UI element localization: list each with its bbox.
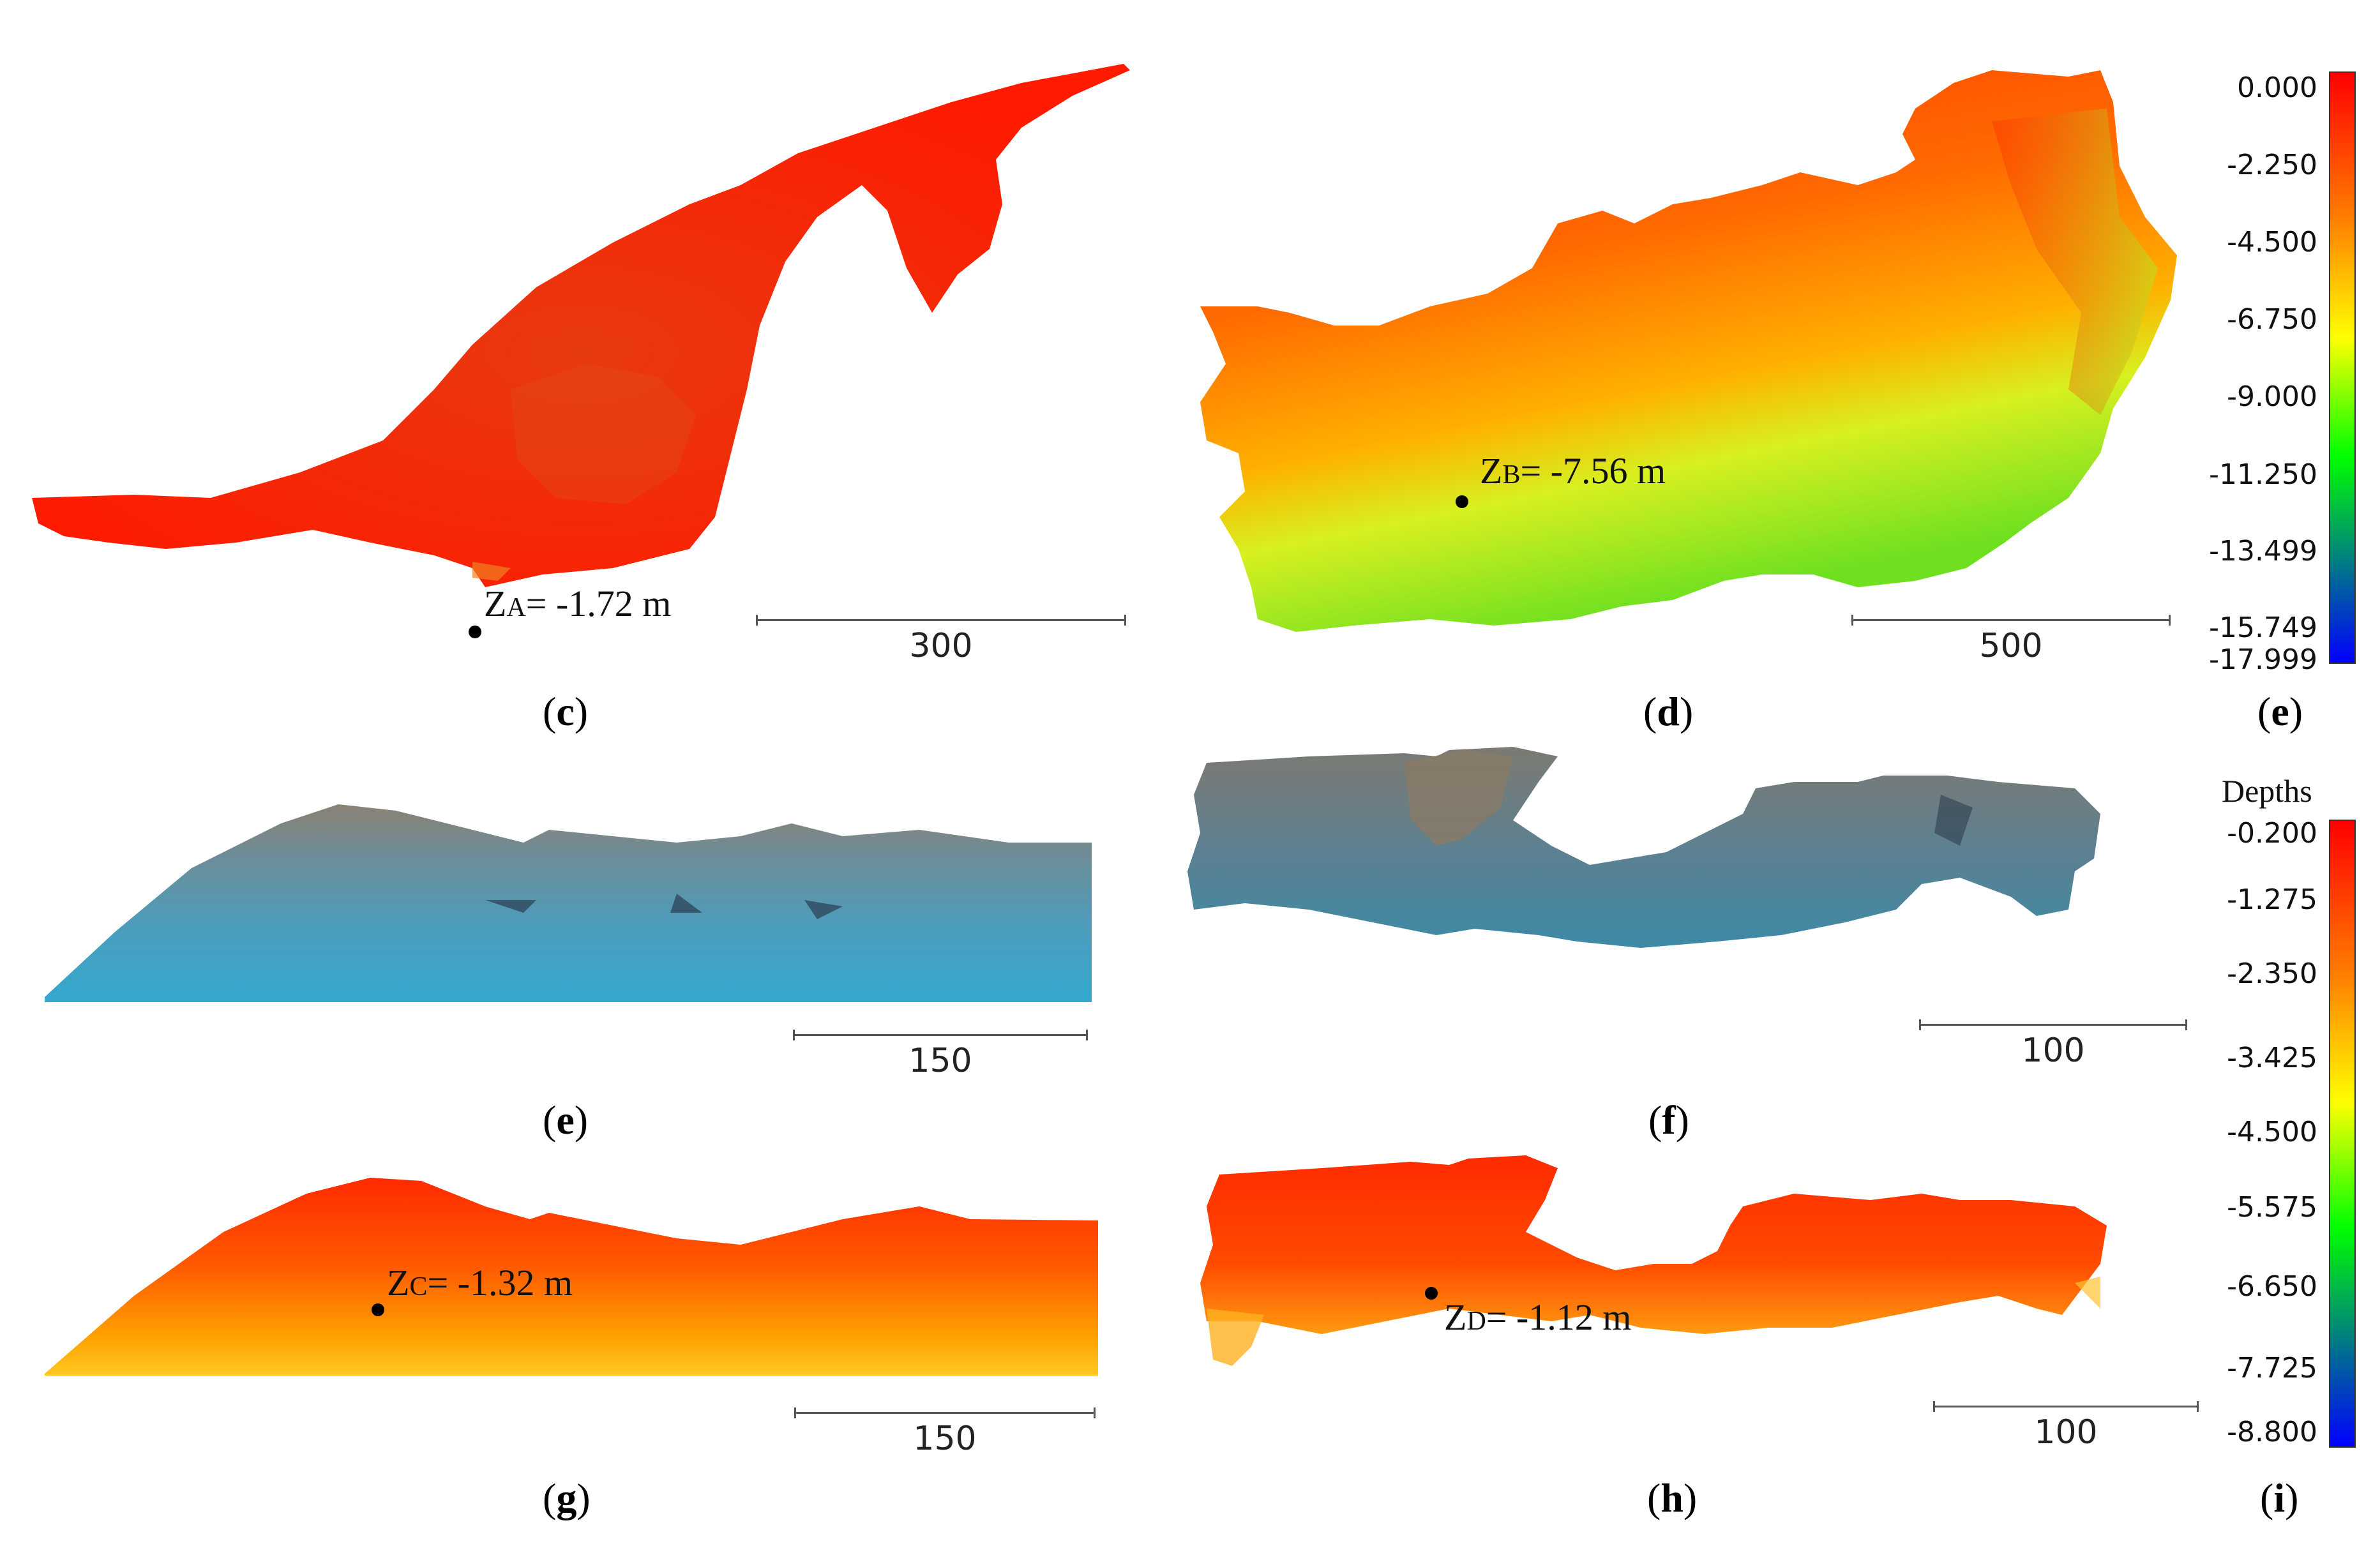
map-panel-c xyxy=(26,57,1149,670)
colorbar-bottom xyxy=(2329,820,2356,1448)
caption-e: (e) xyxy=(543,1097,589,1143)
depth-label-b: ZB= -7.56 m xyxy=(1480,450,1666,492)
colorbar-bottom-tick: -0.200 xyxy=(2227,817,2317,850)
map-panel-f xyxy=(1181,744,2203,973)
scale-bar-e: 150 xyxy=(793,1030,1088,1080)
point-cloud-f xyxy=(1187,747,2100,948)
colorbar-top-tick: 0.000 xyxy=(2237,71,2317,104)
map-panel-e xyxy=(38,792,1098,1009)
colorbar-bottom-tick: -2.350 xyxy=(2227,957,2317,990)
colorbar-top xyxy=(2329,71,2356,664)
colorbar-top-ticks: 0.000 -2.250 -4.500 -6.750 -9.000 -11.25… xyxy=(2158,0,2317,702)
point-marker-c xyxy=(372,1303,384,1316)
colorbar-bottom-tick: -8.800 xyxy=(2227,1416,2317,1448)
colorbar-bottom-tick: -5.575 xyxy=(2227,1191,2317,1224)
scale-bar-f: 100 xyxy=(1919,1019,2187,1070)
caption-c: (c) xyxy=(543,689,589,734)
colorbar-bottom-ticks: -0.200 -1.275 -2.350 -3.425 -4.500 -5.57… xyxy=(2158,0,2317,1468)
colorbar-bottom-tick: -6.650 xyxy=(2227,1270,2317,1303)
map-panel-d xyxy=(1187,57,2183,645)
map-panel-g xyxy=(38,1168,1104,1385)
caption-h: (h) xyxy=(1647,1475,1698,1520)
colorbar-top-tick: -17.999 xyxy=(2209,643,2317,676)
colorbar-top-tick: -13.499 xyxy=(2209,535,2317,567)
colorbar-top-tick: -15.749 xyxy=(2209,612,2317,644)
caption-g: (g) xyxy=(543,1475,591,1520)
scale-bar-d: 500 xyxy=(1851,615,2171,665)
colorbar-top-tick: -11.250 xyxy=(2209,458,2317,491)
point-cloud-d xyxy=(1200,70,2177,632)
scale-bar-g: 150 xyxy=(794,1407,1096,1458)
caption-e-colorbar: (e) xyxy=(2257,689,2303,734)
point-cloud-e xyxy=(45,804,1092,1002)
colorbar-bottom-tick: -1.275 xyxy=(2227,883,2317,916)
scale-bar-c: 300 xyxy=(756,615,1126,665)
point-marker-a xyxy=(469,626,481,638)
point-cloud-h xyxy=(1200,1155,2107,1366)
scale-bar-h: 100 xyxy=(1933,1401,2199,1452)
colorbar-top-tick: -2.250 xyxy=(2227,149,2317,181)
colorbar-bottom-tick: -3.425 xyxy=(2227,1042,2317,1074)
colorbar-bottom-tick: -4.500 xyxy=(2227,1116,2317,1148)
colorbar-top-tick: -6.750 xyxy=(2227,303,2317,336)
depth-label-a: ZA= -1.72 m xyxy=(484,583,672,624)
point-marker-b xyxy=(1456,495,1468,508)
caption-f: (f) xyxy=(1648,1097,1689,1143)
depth-label-c: ZC= -1.32 m xyxy=(387,1262,573,1303)
colorbar-bottom-title: Depths xyxy=(2222,773,2312,809)
point-cloud-c xyxy=(32,64,1130,587)
colorbar-top-tick: -9.000 xyxy=(2227,380,2317,413)
point-marker-d xyxy=(1425,1287,1438,1300)
colorbar-bottom-tick: -7.725 xyxy=(2227,1352,2317,1385)
depth-label-d: ZD= -1.12 m xyxy=(1444,1296,1632,1338)
point-cloud-g xyxy=(45,1178,1098,1376)
colorbar-top-tick: -4.500 xyxy=(2227,226,2317,259)
caption-d: (d) xyxy=(1643,689,1694,734)
map-panel-h xyxy=(1194,1155,2215,1385)
caption-i-colorbar: (i) xyxy=(2260,1475,2299,1520)
